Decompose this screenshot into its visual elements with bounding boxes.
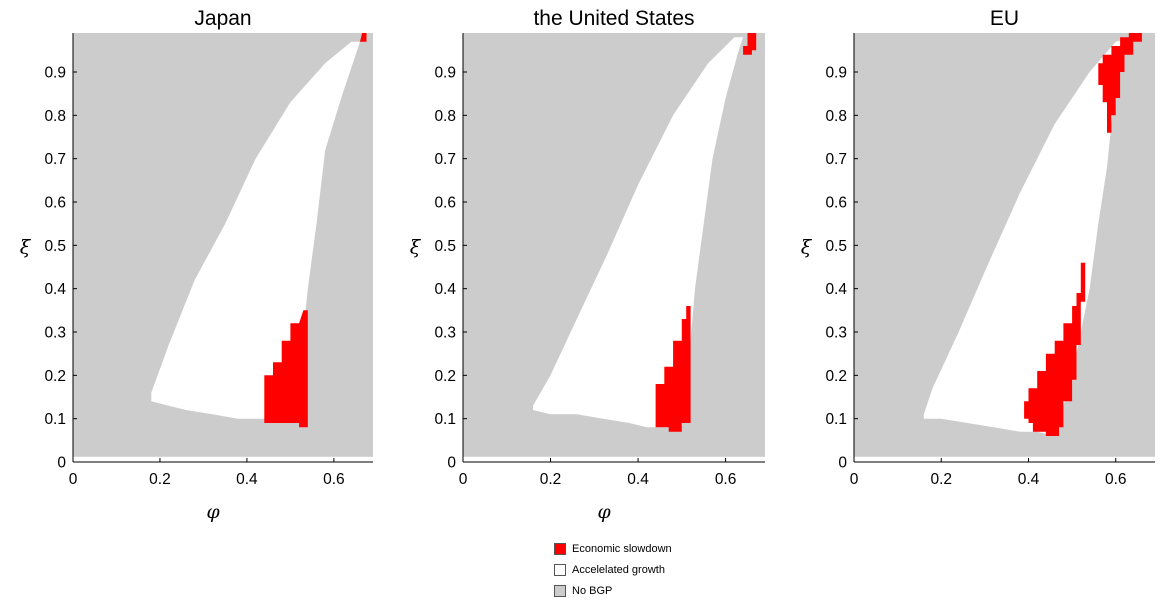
y-tick-label: 0.9 <box>44 65 66 82</box>
plot-area <box>73 33 373 462</box>
y-axis-label: ξ <box>410 237 422 259</box>
y-tick-label: 0.7 <box>44 151 66 168</box>
y-tick-label: 0.3 <box>44 325 66 342</box>
economic-slowdown-region-1 <box>1098 33 1142 133</box>
legend-swatch-accelerated-growth <box>554 563 566 576</box>
legend-swatch-no-bgp <box>554 584 566 597</box>
x-tick-label: 0 <box>459 471 468 488</box>
y-tick-label: 0 <box>57 455 66 472</box>
legend-label-accelerated-growth: Accelelated growth <box>572 563 665 576</box>
plot-area <box>854 33 1155 462</box>
accelerated-growth-region <box>151 41 360 423</box>
y-tick-label: 0.5 <box>825 238 847 255</box>
x-tick-label: 0.4 <box>1018 471 1040 488</box>
y-tick-label: 0.4 <box>825 281 847 298</box>
legend-item-economic-slowdown: Economic slowdown <box>554 538 672 559</box>
y-tick-label: 0.7 <box>825 151 847 168</box>
panel-title: EU <box>990 7 1019 30</box>
x-tick-label: 0.6 <box>1105 471 1127 488</box>
bottom-white-strip <box>463 456 765 462</box>
legend-item-no-bgp: No BGP <box>554 580 672 601</box>
legend-swatch-economic-slowdown <box>554 542 566 555</box>
economic-slowdown-region-1 <box>743 33 757 55</box>
y-axis-label: ξ <box>20 237 32 259</box>
y-tick-label: 0.6 <box>825 195 847 212</box>
y-tick-label: 0.3 <box>434 325 456 342</box>
y-tick-label: 0.4 <box>434 281 456 298</box>
x-tick-label: 0.4 <box>236 471 258 488</box>
x-tick-label: 0.6 <box>715 471 737 488</box>
bottom-white-strip <box>854 456 1155 462</box>
y-tick-label: 0 <box>447 455 456 472</box>
panel-title: the United States <box>533 7 694 30</box>
legend: Economic slowdown Accelelated growth No … <box>554 538 672 601</box>
x-tick-label: 0.2 <box>149 471 171 488</box>
y-tick-label: 0 <box>838 455 847 472</box>
y-tick-label: 0.1 <box>434 411 456 428</box>
legend-item-accelerated-growth: Accelelated growth <box>554 559 672 580</box>
x-tick-label: 0.2 <box>930 471 952 488</box>
x-axis-label: φ <box>597 501 611 523</box>
y-tick-label: 0.5 <box>434 238 456 255</box>
x-tick-label: 0.2 <box>540 471 562 488</box>
panel-0: 0 0.1 0.2 0.3 0.4 0.5 0.6 0.7 0.8 0.9 0 0.2 0.4 0.6 Ja… <box>20 7 373 523</box>
x-axis-label: φ <box>206 501 220 523</box>
y-tick-label: 0.8 <box>825 108 847 125</box>
y-tick-label: 0.1 <box>825 411 847 428</box>
y-tick-label: 0.8 <box>434 108 456 125</box>
y-tick-label: 0.2 <box>44 368 66 385</box>
economic-slowdown-region-0 <box>655 306 691 432</box>
y-tick-label: 0.6 <box>44 195 66 212</box>
accelerated-growth-region <box>923 37 1134 437</box>
x-tick-label: 0 <box>850 471 859 488</box>
y-tick-label: 0.3 <box>825 325 847 342</box>
economic-slowdown-region-1 <box>360 33 367 42</box>
y-tick-label: 0.4 <box>44 281 66 298</box>
y-tick-label: 0.9 <box>825 65 847 82</box>
x-tick-label: 0.6 <box>323 471 345 488</box>
panel-1: 0 0.1 0.2 0.3 0.4 0.5 0.6 0.7 0.8 0.9 0 0.2 0.4 0.6 th… <box>410 7 765 523</box>
y-tick-label: 0.1 <box>44 411 66 428</box>
economic-slowdown-region-0 <box>1024 262 1086 436</box>
bottom-white-strip <box>73 456 373 462</box>
legend-label-economic-slowdown: Economic slowdown <box>572 542 672 555</box>
panel-title: Japan <box>194 7 251 30</box>
y-tick-label: 0.2 <box>825 368 847 385</box>
y-tick-label: 0.9 <box>434 65 456 82</box>
legend-label-no-bgp: No BGP <box>572 584 613 597</box>
x-tick-label: 0.4 <box>627 471 649 488</box>
y-tick-label: 0.2 <box>434 368 456 385</box>
plot-area <box>463 33 765 462</box>
y-tick-label: 0.8 <box>44 108 66 125</box>
y-tick-label: 0.5 <box>44 238 66 255</box>
x-tick-label: 0 <box>69 471 78 488</box>
panel-2: 0 0.1 0.2 0.3 0.4 0.5 0.6 0.7 0.8 0.9 0 0.2 0.4 0.6 EU… <box>801 7 1155 488</box>
y-tick-label: 0.6 <box>434 195 456 212</box>
y-axis-label: ξ <box>801 237 813 259</box>
y-tick-label: 0.7 <box>434 151 456 168</box>
economic-slowdown-region-0 <box>264 310 308 428</box>
